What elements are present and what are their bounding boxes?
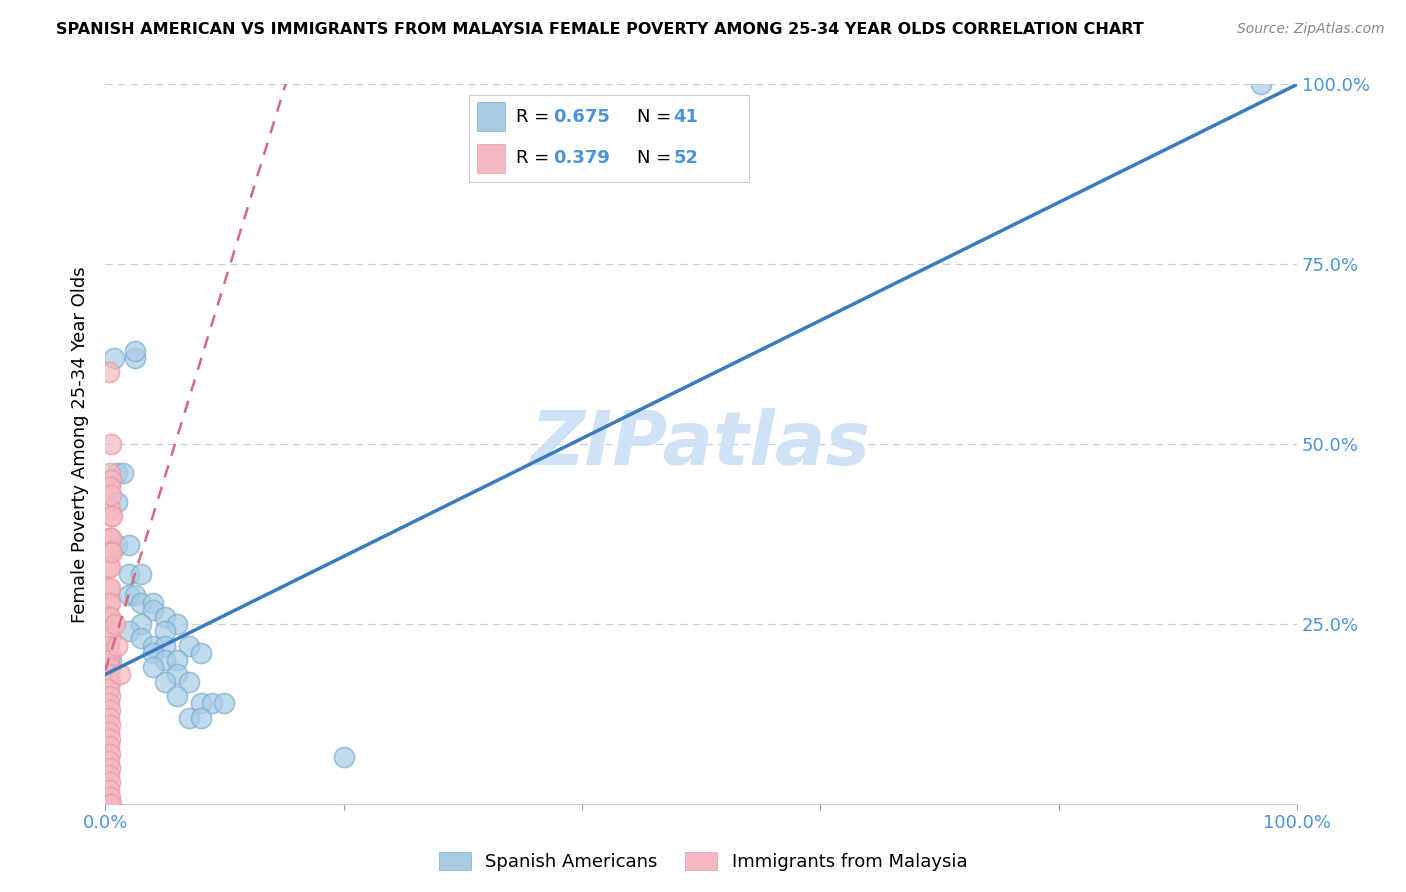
Point	[97, 559, 120, 574]
Point	[98, 610, 121, 624]
Point	[142, 603, 165, 617]
Point	[97, 545, 120, 559]
Point	[142, 639, 165, 653]
Point	[129, 617, 152, 632]
Point	[177, 674, 200, 689]
Point	[153, 610, 176, 624]
Point	[153, 674, 176, 689]
Point	[98, 545, 121, 559]
Point	[105, 538, 128, 552]
Point	[118, 588, 141, 602]
Point	[97, 365, 120, 379]
Point	[97, 653, 120, 667]
Point	[97, 667, 120, 681]
Point	[98, 466, 121, 480]
Point	[166, 667, 188, 681]
Point	[100, 509, 122, 524]
Point	[98, 660, 121, 674]
Point	[153, 624, 176, 639]
Point	[332, 750, 354, 764]
Text: ZIPatlas: ZIPatlas	[531, 408, 872, 481]
Point	[98, 674, 121, 689]
Point	[97, 711, 120, 725]
Point	[98, 732, 121, 747]
Point	[190, 646, 212, 660]
Point	[124, 588, 146, 602]
Point	[101, 545, 124, 559]
Point	[118, 538, 141, 552]
Point	[97, 782, 120, 797]
Point	[103, 351, 125, 365]
Point	[98, 703, 121, 717]
Point	[97, 797, 120, 811]
Point	[98, 689, 121, 703]
Point	[104, 617, 127, 632]
Point	[105, 466, 128, 480]
Text: SPANISH AMERICAN VS IMMIGRANTS FROM MALAYSIA FEMALE POVERTY AMONG 25-34 YEAR OLD: SPANISH AMERICAN VS IMMIGRANTS FROM MALA…	[56, 22, 1144, 37]
Y-axis label: Female Poverty Among 25-34 Year Olds: Female Poverty Among 25-34 Year Olds	[72, 266, 89, 623]
Point	[153, 653, 176, 667]
Point	[98, 646, 121, 660]
Point	[97, 768, 120, 782]
Point	[118, 566, 141, 581]
Point	[124, 351, 146, 365]
Point	[129, 595, 152, 609]
Point	[124, 343, 146, 358]
Point	[166, 617, 188, 632]
Point	[112, 466, 135, 480]
Point	[100, 797, 122, 811]
Point	[100, 531, 122, 545]
Point	[98, 789, 121, 804]
Point	[201, 696, 224, 710]
Point	[100, 653, 122, 667]
Point	[177, 711, 200, 725]
Point	[1250, 78, 1272, 92]
Text: Source: ZipAtlas.com: Source: ZipAtlas.com	[1237, 22, 1385, 37]
Point	[98, 595, 121, 609]
Point	[108, 667, 131, 681]
Point	[97, 610, 120, 624]
Point	[214, 696, 236, 710]
Point	[97, 531, 120, 545]
Point	[97, 581, 120, 595]
Point	[129, 632, 152, 646]
Point	[153, 639, 176, 653]
Point	[142, 646, 165, 660]
Point	[98, 502, 121, 516]
Point	[129, 566, 152, 581]
Point	[100, 473, 122, 487]
Point	[105, 639, 128, 653]
Point	[166, 653, 188, 667]
Point	[98, 632, 121, 646]
Point	[177, 639, 200, 653]
Point	[97, 681, 120, 696]
Point	[97, 624, 120, 639]
Point	[97, 754, 120, 768]
Point	[118, 624, 141, 639]
Point	[142, 595, 165, 609]
Point	[97, 639, 120, 653]
Point	[100, 437, 122, 451]
Point	[98, 718, 121, 732]
Legend: Spanish Americans, Immigrants from Malaysia: Spanish Americans, Immigrants from Malay…	[432, 845, 974, 879]
Point	[101, 509, 124, 524]
Point	[97, 696, 120, 710]
Point	[98, 761, 121, 775]
Point	[190, 696, 212, 710]
Point	[105, 495, 128, 509]
Point	[100, 487, 122, 501]
Point	[190, 711, 212, 725]
Point	[98, 559, 121, 574]
Point	[166, 689, 188, 703]
Point	[98, 531, 121, 545]
Point	[98, 581, 121, 595]
Point	[98, 747, 121, 761]
Point	[97, 739, 120, 754]
Point	[142, 660, 165, 674]
Point	[98, 775, 121, 789]
Point	[98, 480, 121, 494]
Point	[97, 725, 120, 739]
Point	[97, 595, 120, 609]
